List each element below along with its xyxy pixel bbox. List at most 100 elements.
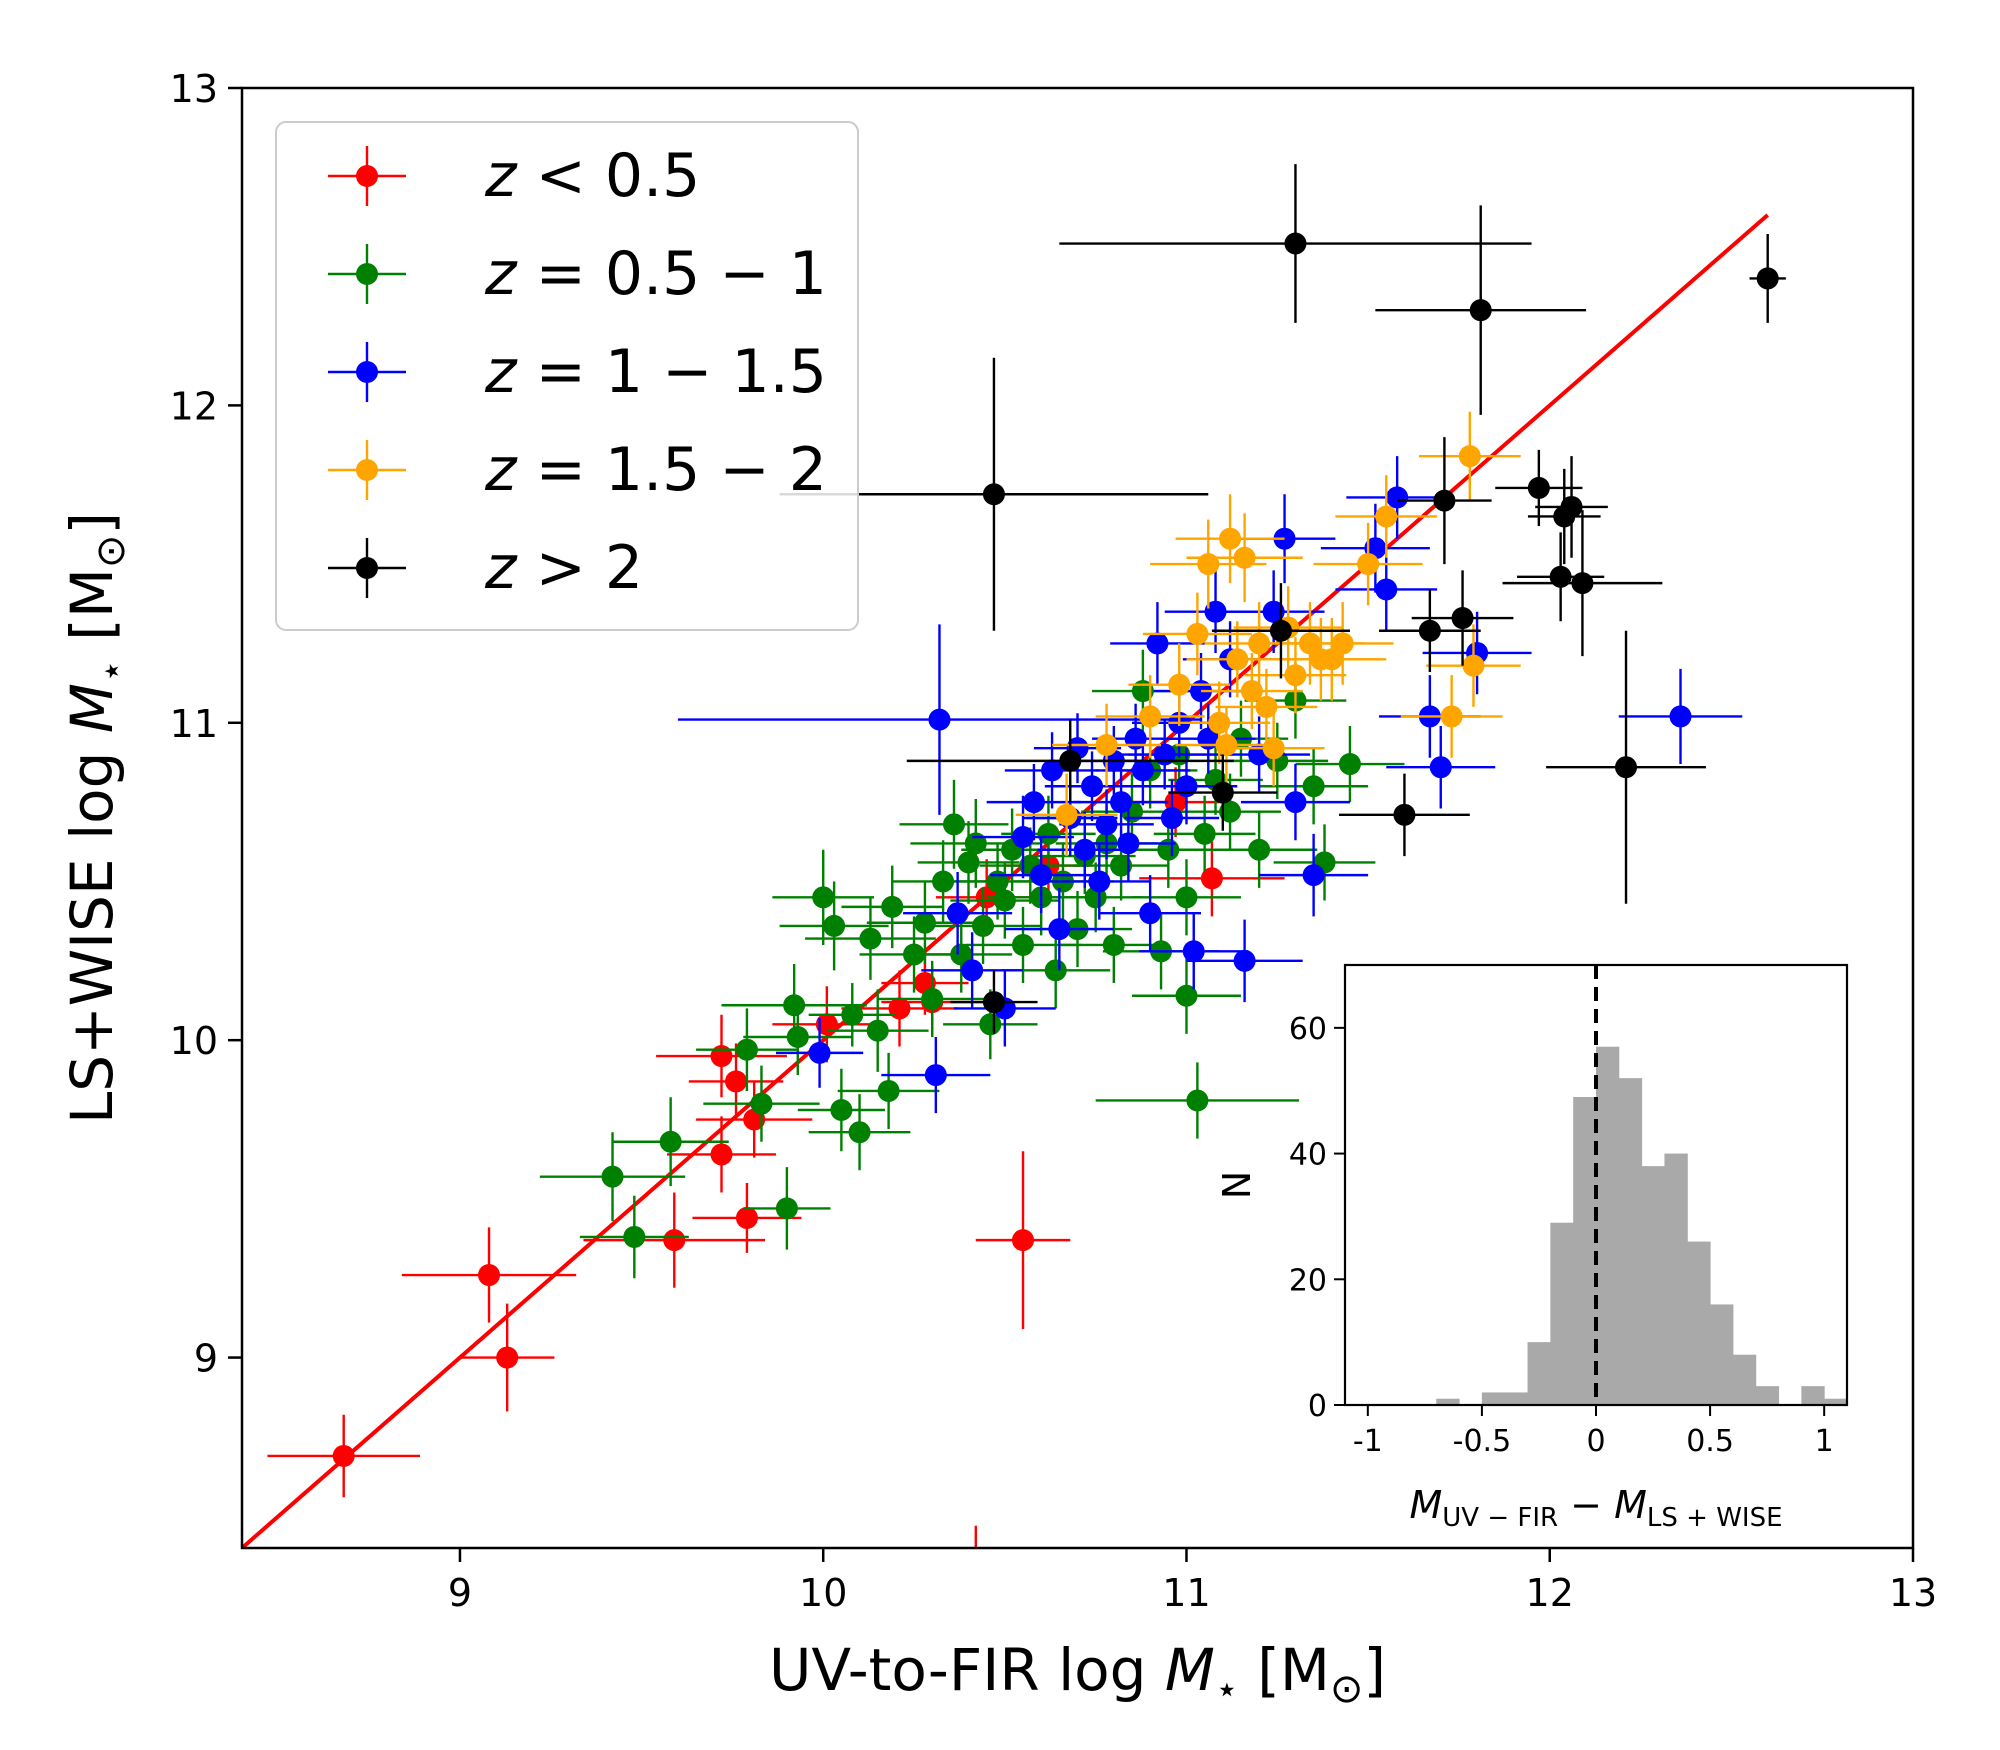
data-point-marker — [972, 914, 995, 937]
histogram-bar — [1527, 1342, 1551, 1405]
data-point-s0-15 — [1139, 840, 1285, 917]
histogram-bar — [1755, 1386, 1780, 1405]
data-point-s0-3 — [583, 1192, 766, 1288]
data-point-marker — [1110, 854, 1133, 877]
data-point-s2-37 — [1240, 764, 1350, 841]
data-point-marker — [1462, 654, 1485, 677]
data-point-s4-9 — [1411, 570, 1514, 666]
data-point-marker — [783, 994, 806, 1017]
data-point-marker — [848, 1121, 871, 1144]
data-point-s3-25 — [1426, 624, 1521, 707]
data-point-s2-0 — [775, 1017, 864, 1088]
data-point-marker — [1110, 791, 1133, 814]
data-point-marker — [1284, 791, 1307, 814]
data-point-marker — [735, 1038, 758, 1061]
y-tick-label: 13 — [170, 67, 218, 111]
legend-box — [275, 121, 859, 631]
data-point-marker — [964, 832, 987, 855]
histogram-bar — [1481, 1392, 1506, 1405]
data-point-marker — [1041, 759, 1064, 782]
data-point-marker — [1549, 565, 1572, 588]
data-point-s4-6 — [1339, 773, 1470, 857]
data-point-s1-60 — [1295, 725, 1405, 803]
data-point-marker — [1451, 607, 1474, 630]
data-point-s1-0 — [539, 1132, 686, 1222]
legend-entry-4: z > 2 — [328, 533, 643, 603]
legend-marker — [356, 557, 378, 579]
data-point-s4-4 — [1211, 583, 1350, 679]
data-point-marker — [1240, 680, 1263, 703]
data-point-marker — [1197, 553, 1220, 576]
histogram-bar — [1824, 1398, 1848, 1405]
data-point-s4-10 — [1375, 205, 1587, 415]
inset-ticks: -1 -0.5 0 0.5 1 0 20 40 60 — [1289, 1012, 1834, 1459]
data-point-s2-4 — [921, 932, 1024, 1009]
data-point-marker — [1269, 619, 1292, 642]
data-point-marker — [1160, 807, 1183, 829]
data-point-marker — [710, 1045, 733, 1068]
histogram-bar — [1687, 1241, 1711, 1405]
data-point-s2-18 — [1073, 767, 1169, 838]
y-tick-label: 11 — [170, 702, 218, 746]
histogram-bar — [1710, 1304, 1734, 1405]
data-point-s3-0 — [1015, 773, 1118, 857]
data-point-s2-23 — [1110, 602, 1205, 685]
data-point-s2-6 — [972, 795, 1074, 879]
data-point-s1-50 — [1095, 1062, 1300, 1139]
legend-label: z < 0.5 — [484, 141, 700, 211]
data-point-marker — [1248, 838, 1271, 861]
histogram-bar — [1732, 1354, 1757, 1405]
legend-label: z = 1 − 1.5 — [484, 337, 827, 407]
data-point-s0-12 — [975, 1151, 1071, 1329]
inset-y-tick-label: 60 — [1289, 1012, 1327, 1047]
data-point-marker — [1048, 918, 1071, 941]
data-point-s1-3 — [696, 1008, 798, 1091]
data-point-s2-22 — [1099, 875, 1202, 952]
data-point-marker — [993, 889, 1016, 912]
inset-x-tick-label: 0.5 — [1686, 1424, 1734, 1459]
inset-x-axis-label: MUV − FIR − MLS + WISE — [1409, 1483, 1782, 1533]
data-point-marker — [1440, 705, 1463, 728]
data-point-marker — [750, 1092, 773, 1115]
data-point-marker — [1320, 648, 1343, 671]
y-tick-label: 9 — [194, 1337, 218, 1381]
data-point-marker — [1262, 737, 1285, 760]
data-point-s2-40 — [1335, 548, 1438, 631]
data-point-s1-53 — [1179, 773, 1281, 850]
data-point-marker — [623, 1225, 646, 1248]
data-point-s2-3 — [903, 871, 1013, 955]
data-point-marker — [982, 483, 1005, 506]
data-point-marker — [1215, 734, 1238, 756]
data-point-s4-7 — [1379, 589, 1481, 672]
data-point-marker — [775, 1197, 798, 1220]
data-point-marker — [1012, 933, 1035, 956]
data-point-s4-16 — [1546, 630, 1706, 904]
data-point-marker — [1088, 870, 1111, 893]
data-point-marker — [1331, 632, 1354, 655]
data-point-s1-7 — [743, 998, 853, 1076]
data-point-s2-35 — [1222, 570, 1325, 653]
data-point-s4-13 — [1535, 456, 1608, 558]
legend-entry-0: z < 0.5 — [328, 141, 700, 211]
data-point-s1-16 — [841, 865, 944, 949]
data-point-marker — [1302, 775, 1325, 798]
data-point-marker — [1386, 486, 1409, 509]
data-point-marker — [1059, 749, 1082, 772]
data-point-marker — [1095, 734, 1118, 756]
data-point-s2-14 — [1044, 751, 1140, 822]
inset-histogram: -1 -0.5 0 0.5 1 0 20 40 60 MUV − FIR − MLS + WIS… — [1215, 963, 1849, 1533]
data-point-s1-59 — [1273, 824, 1376, 901]
data-point-s0-4 — [656, 1014, 787, 1098]
data-point-s2-41 — [1346, 456, 1449, 539]
data-point-marker — [859, 927, 882, 950]
data-point-s3-11 — [1201, 652, 1303, 730]
legend-label: z = 0.5 − 1 — [484, 239, 827, 309]
data-point-marker — [1458, 445, 1481, 468]
inset-y-tick-label: 40 — [1289, 1138, 1327, 1173]
data-point-marker — [823, 914, 846, 937]
data-point-s2-21 — [1095, 735, 1191, 806]
data-point-marker — [1117, 832, 1140, 855]
data-point-marker — [877, 1079, 900, 1102]
